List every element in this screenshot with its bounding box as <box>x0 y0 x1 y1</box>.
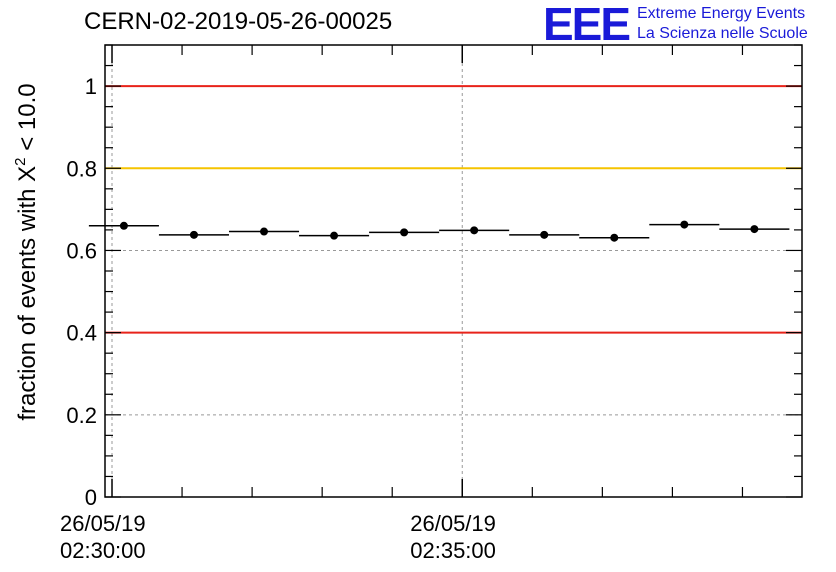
data-point-3 <box>330 231 339 240</box>
y-tick-label-4: 0.8 <box>66 156 97 181</box>
chart-title: CERN-02-2019-05-26-00025 <box>84 8 393 35</box>
data-series <box>88 220 790 242</box>
logo-line-1: Extreme Energy Events <box>637 5 806 22</box>
data-point-1 <box>189 230 198 239</box>
data-point-5 <box>470 226 479 235</box>
data-point-7 <box>610 233 619 242</box>
x-tick-label-time-1: 02:35:00 <box>410 538 496 563</box>
data-point-0 <box>119 221 128 230</box>
grid-lines <box>105 45 802 497</box>
eee-logo-mark: EEE <box>543 0 631 50</box>
x-tick-label-date-0: 26/05/19 <box>60 511 146 536</box>
data-point-4 <box>400 228 409 237</box>
y-tick-label-0: 0 <box>85 485 97 510</box>
eee-logo: EEE Extreme Energy Events La Scienza nel… <box>543 0 833 50</box>
data-point-8 <box>680 220 689 229</box>
data-point-9 <box>750 225 759 234</box>
x-tick-label-time-0: 02:30:00 <box>60 538 146 563</box>
data-point-6 <box>540 230 549 239</box>
y-tick-label-2: 0.4 <box>66 321 97 346</box>
data-point-2 <box>260 227 269 236</box>
y-tick-label-5: 1 <box>85 74 97 99</box>
logo-line-2: La Scienza nelle Scuole <box>637 25 808 42</box>
y-axis-ticks: 0 0.2 0.4 0.6 0.8 1 <box>66 44 802 510</box>
plot-frame <box>104 44 803 498</box>
y-tick-label-3: 0.6 <box>66 238 97 263</box>
y-tick-label-1: 0.2 <box>66 403 97 428</box>
y-axis-label: fraction of events with X2 < 10.0 <box>12 83 41 420</box>
eee-logo-text: Extreme Energy Events La Scienza nelle S… <box>637 4 808 44</box>
x-tick-label-date-1: 26/05/19 <box>410 511 496 536</box>
reference-lines <box>105 85 802 334</box>
